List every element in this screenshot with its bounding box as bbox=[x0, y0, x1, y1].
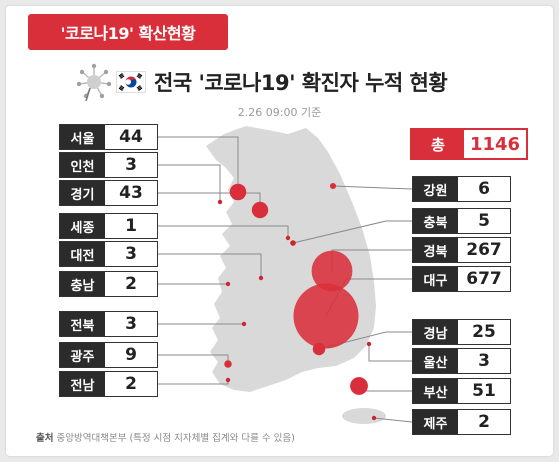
total-badge: 총 1146 bbox=[410, 128, 528, 160]
region-name: 인천 bbox=[60, 153, 105, 177]
region-bubble bbox=[329, 182, 337, 190]
region-name: 대구 bbox=[413, 267, 458, 291]
connector-line bbox=[368, 344, 412, 362]
region-name: 제주 bbox=[413, 410, 458, 434]
region-label: 제주 2 bbox=[412, 409, 511, 435]
region-label: 강원 6 bbox=[412, 176, 511, 202]
region-value: 3 bbox=[478, 351, 490, 371]
region-name: 충남 bbox=[60, 272, 105, 296]
region-bubble bbox=[311, 250, 353, 292]
region-label: 인천 3 bbox=[59, 152, 158, 178]
region-name: 경기 bbox=[60, 181, 105, 205]
infographic-card: '코로나19' 확산현황 bbox=[6, 6, 553, 456]
region-value: 2 bbox=[478, 412, 490, 432]
region-bubble bbox=[229, 183, 247, 201]
region-value: 5 bbox=[478, 211, 490, 231]
region-bubble bbox=[224, 360, 232, 368]
region-bubble bbox=[225, 281, 231, 287]
region-value: 9 bbox=[125, 345, 137, 365]
region-label: 전북 3 bbox=[59, 311, 158, 337]
region-label: 대전 3 bbox=[59, 241, 158, 267]
region-bubble bbox=[290, 240, 296, 246]
jeju-island bbox=[342, 408, 386, 424]
region-value: 3 bbox=[125, 314, 137, 334]
bubble-layer bbox=[217, 182, 377, 421]
region-label: 광주 9 bbox=[59, 342, 158, 368]
title-row: 전국 '코로나19' 확진자 누적 현황 bbox=[76, 62, 516, 102]
source-text: 중앙방역대책본부 (특정 시점 지자체별 집계와 다를 수 있음) bbox=[56, 433, 295, 444]
region-value: 1 bbox=[125, 216, 137, 236]
region-name: 서울 bbox=[60, 125, 105, 149]
page-title: 전국 '코로나19' 확진자 누적 현황 bbox=[154, 71, 448, 95]
region-label: 세종 1 bbox=[59, 213, 158, 239]
region-name: 경북 bbox=[413, 238, 458, 262]
peninsula-shape bbox=[206, 126, 376, 392]
region-label: 울산 3 bbox=[412, 348, 511, 374]
region-name: 울산 bbox=[413, 349, 458, 373]
region-name: 전북 bbox=[60, 312, 105, 336]
region-name: 경남 bbox=[413, 320, 458, 344]
region-name: 부산 bbox=[413, 379, 458, 403]
region-bubble bbox=[350, 377, 368, 395]
region-value: 677 bbox=[466, 269, 502, 289]
connector-line bbox=[158, 253, 262, 278]
region-value: 2 bbox=[125, 374, 137, 394]
region-value: 6 bbox=[478, 179, 490, 199]
region-bubble bbox=[366, 341, 372, 347]
region-value: 51 bbox=[472, 381, 496, 401]
region-bubble bbox=[285, 235, 291, 241]
region-label: 충남 2 bbox=[59, 271, 158, 297]
topic-ribbon: '코로나19' 확산현황 bbox=[28, 14, 228, 50]
connector-line bbox=[373, 417, 413, 423]
total-label: 총 bbox=[412, 130, 464, 158]
reference-date: 2.26 09:00 기준 bbox=[237, 106, 322, 119]
region-label: 경북 267 bbox=[412, 237, 511, 263]
connector-line bbox=[292, 220, 412, 244]
region-label: 경남 25 bbox=[412, 319, 511, 345]
region-value: 43 bbox=[119, 183, 143, 203]
connector-line bbox=[332, 185, 413, 190]
region-value: 25 bbox=[472, 322, 496, 342]
region-label: 경기 43 bbox=[59, 180, 158, 206]
korea-map bbox=[158, 126, 413, 424]
connector-line bbox=[158, 380, 229, 385]
region-value: 44 bbox=[119, 127, 143, 147]
region-label: 충북 5 bbox=[412, 208, 511, 234]
region-label: 서울 44 bbox=[59, 124, 158, 150]
connector-line bbox=[158, 164, 221, 202]
region-name: 대전 bbox=[60, 242, 105, 266]
source-note: 출처 중앙방역대책본부 (특정 시점 지자체별 집계와 다를 수 있음) bbox=[36, 430, 295, 444]
region-name: 광주 bbox=[60, 343, 105, 367]
connector-line bbox=[158, 136, 239, 192]
region-bubble bbox=[371, 415, 377, 421]
region-bubble bbox=[312, 342, 326, 356]
region-value: 267 bbox=[466, 240, 502, 260]
region-bubble bbox=[293, 283, 359, 349]
region-name: 전남 bbox=[60, 372, 105, 396]
connector-line bbox=[158, 225, 289, 238]
region-bubble bbox=[258, 275, 264, 281]
korea-flag-icon bbox=[116, 71, 146, 93]
region-value: 3 bbox=[125, 244, 137, 264]
source-label: 출처 bbox=[36, 433, 54, 444]
total-value: 1146 bbox=[464, 130, 526, 158]
region-bubble bbox=[251, 201, 269, 219]
region-bubble bbox=[225, 377, 231, 383]
region-name: 충북 bbox=[413, 209, 458, 233]
region-value: 2 bbox=[125, 274, 137, 294]
region-label: 전남 2 bbox=[59, 371, 158, 397]
virus-icon bbox=[76, 63, 112, 102]
region-name: 강원 bbox=[413, 177, 458, 201]
region-name: 세종 bbox=[60, 214, 105, 238]
region-label: 대구 677 bbox=[412, 266, 511, 292]
region-label: 부산 51 bbox=[412, 378, 511, 404]
region-bubble bbox=[217, 199, 223, 205]
region-value: 3 bbox=[125, 155, 137, 175]
region-bubble bbox=[241, 321, 247, 327]
